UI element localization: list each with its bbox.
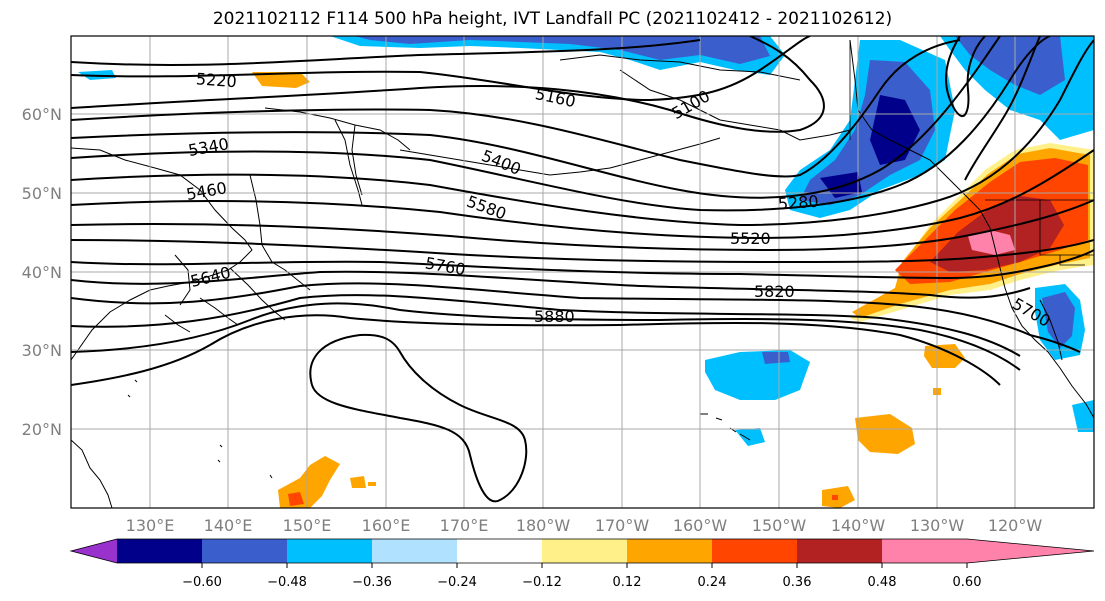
colorbar-right-extension [967, 539, 1094, 563]
lat-label: 30°N [22, 341, 62, 360]
lat-label: 60°N [22, 105, 62, 124]
colorbar-tick-label: 0.60 [953, 575, 982, 590]
colorbar-tick-label: −0.12 [522, 575, 562, 590]
lat-label: 50°N [22, 184, 62, 203]
colorbar-left-extension [71, 539, 117, 563]
contour-label: 5880 [534, 307, 575, 326]
lon-label: 170°E [440, 516, 489, 535]
lon-label: 180°W [516, 516, 571, 535]
lon-label: 170°W [595, 516, 650, 535]
colorbar-tick-label: −0.24 [437, 575, 477, 590]
colorbar-segment [287, 539, 372, 563]
colorbar-segment [202, 539, 287, 563]
colorbar-tick-label: 0.36 [783, 575, 812, 590]
lon-label: 140°E [204, 516, 253, 535]
colorbar-segment [882, 539, 967, 563]
lon-label: 130°W [910, 516, 965, 535]
contour-label: 5520 [730, 229, 771, 248]
contour-label: 5220 [195, 69, 237, 91]
lon-label: 130°E [126, 516, 175, 535]
colorbar-segment [542, 539, 627, 563]
contour-label: 5820 [754, 282, 795, 301]
lon-label: 140°W [831, 516, 886, 535]
colorbar-segment [372, 539, 457, 563]
colorbar-tick-label: 0.24 [698, 575, 727, 590]
contour-label: 5280 [777, 192, 819, 214]
colorbar-tick-label: −0.48 [267, 575, 307, 590]
colorbar-segment [712, 539, 797, 563]
lon-label: 160°E [362, 516, 411, 535]
lat-label: 20°N [22, 420, 62, 439]
colorbar-tick-label: 0.48 [868, 575, 897, 590]
lat-label: 40°N [22, 263, 62, 282]
graticule [71, 36, 1094, 508]
lon-label: 150°E [283, 516, 332, 535]
height-contours [71, 36, 1094, 503]
colorbar-segment [627, 539, 712, 563]
latitude-labels: 60°N 50°N 40°N 30°N 20°N [22, 105, 62, 439]
colorbar-tick-label: −0.36 [352, 575, 392, 590]
longitude-labels: 130°E 140°E 150°E 160°E 170°E 180°W 170°… [126, 516, 1043, 535]
colorbar-segment [457, 539, 542, 563]
colorbar-tick-labels: −0.60 −0.48 −0.36 −0.24 −0.12 0.12 0.24 … [182, 575, 981, 590]
colorbar-segment [117, 539, 202, 563]
lon-label: 120°W [988, 516, 1043, 535]
map-frame [70, 35, 1095, 509]
colorbar-tick-label: −0.60 [182, 575, 222, 590]
colorbar-segment [797, 539, 882, 563]
map-title: 2021102112 F114 500 hPa height, IVT Land… [212, 9, 893, 29]
colorbar: −0.60 −0.48 −0.36 −0.24 −0.12 0.12 0.24 … [69, 538, 1095, 590]
lon-label: 150°W [752, 516, 807, 535]
lon-label: 160°W [673, 516, 728, 535]
colorbar-outline [69, 538, 1095, 564]
colorbar-tick-label: 0.12 [613, 575, 642, 590]
colorbar-ticks [201, 563, 968, 568]
